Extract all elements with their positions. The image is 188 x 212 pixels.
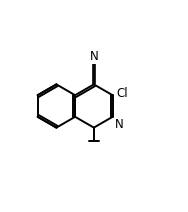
Text: N: N bbox=[115, 118, 124, 131]
Text: N: N bbox=[89, 50, 98, 63]
Text: Cl: Cl bbox=[117, 87, 128, 100]
